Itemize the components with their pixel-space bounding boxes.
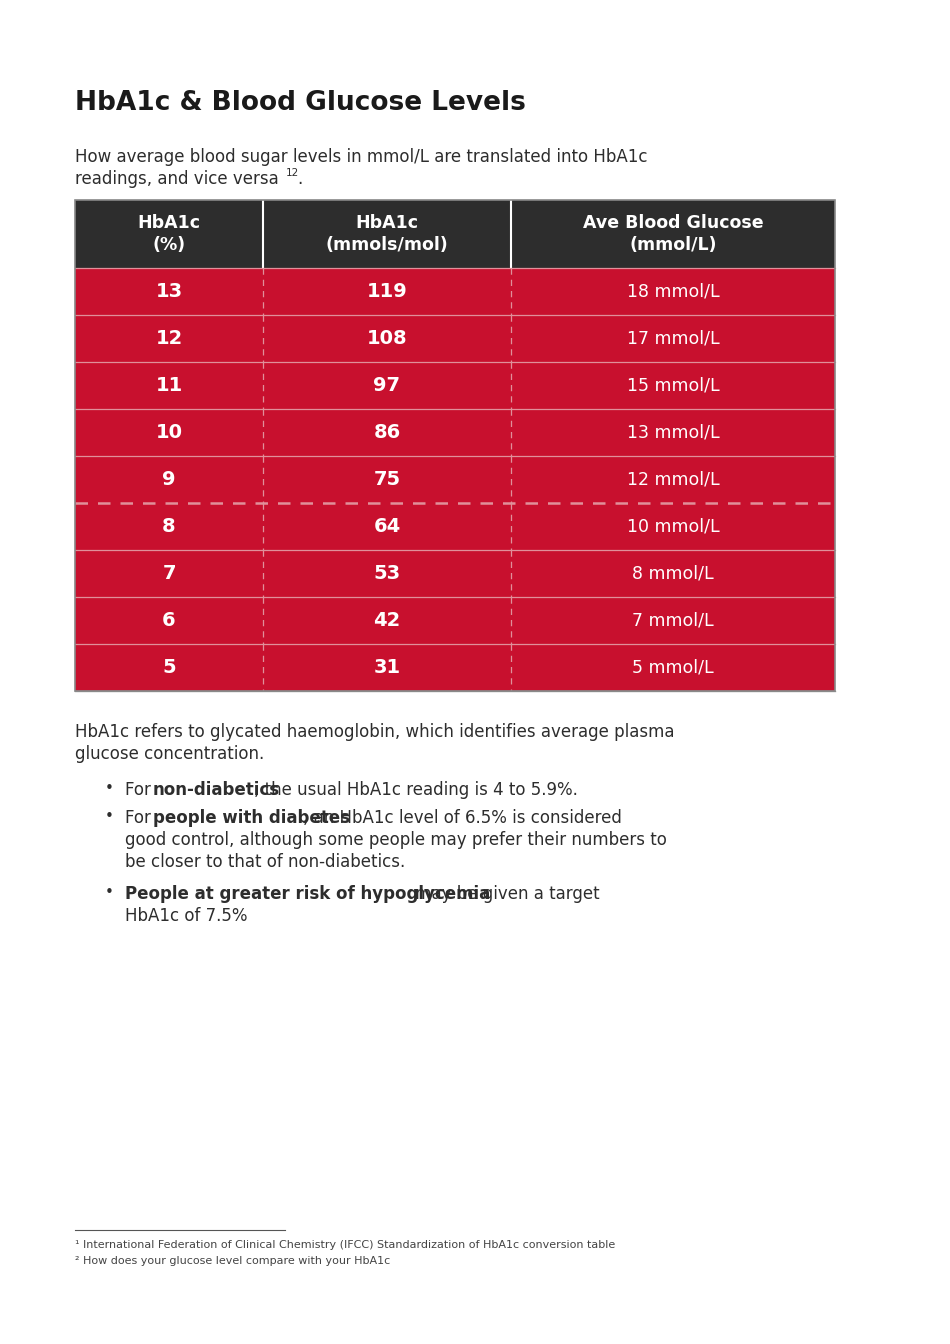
Text: HbA1c refers to glycated haemoglobin, which identifies average plasma: HbA1c refers to glycated haemoglobin, wh… xyxy=(75,723,674,741)
Text: , the usual HbA1c reading is 4 to 5.9%.: , the usual HbA1c reading is 4 to 5.9%. xyxy=(254,781,578,798)
Text: 108: 108 xyxy=(367,329,408,348)
Bar xyxy=(75,409,835,456)
Text: People at greater risk of hypoglycemia: People at greater risk of hypoglycemia xyxy=(125,884,490,903)
Text: 10 mmol/L: 10 mmol/L xyxy=(627,517,719,535)
Text: For: For xyxy=(125,781,156,798)
Text: glucose concentration.: glucose concentration. xyxy=(75,745,264,763)
Text: •: • xyxy=(105,781,114,796)
Text: (%): (%) xyxy=(152,237,185,254)
Text: 10: 10 xyxy=(156,423,182,442)
Bar xyxy=(75,597,835,644)
Text: 8 mmol/L: 8 mmol/L xyxy=(632,564,713,582)
Text: 97: 97 xyxy=(373,376,401,395)
Text: 18 mmol/L: 18 mmol/L xyxy=(627,282,719,301)
Text: non-diabetics: non-diabetics xyxy=(153,781,280,798)
Bar xyxy=(75,200,835,691)
Bar xyxy=(75,267,835,314)
Text: may be given a target: may be given a target xyxy=(410,884,599,903)
Text: 7 mmol/L: 7 mmol/L xyxy=(632,612,713,629)
Text: 7: 7 xyxy=(162,564,176,583)
Bar xyxy=(75,456,835,503)
Text: 13: 13 xyxy=(156,282,182,301)
Text: good control, although some people may prefer their numbers to: good control, although some people may p… xyxy=(125,831,667,849)
Text: 119: 119 xyxy=(367,282,408,301)
Text: , an HbA1c level of 6.5% is considered: , an HbA1c level of 6.5% is considered xyxy=(303,809,622,827)
Text: HbA1c of 7.5%: HbA1c of 7.5% xyxy=(125,907,248,925)
Text: How average blood sugar levels in mmol/L are translated into HbA1c: How average blood sugar levels in mmol/L… xyxy=(75,148,648,167)
Text: HbA1c: HbA1c xyxy=(138,214,200,233)
Text: 11: 11 xyxy=(156,376,182,395)
Text: 6: 6 xyxy=(162,612,176,630)
Bar xyxy=(75,503,835,550)
Text: 42: 42 xyxy=(373,612,401,630)
Text: ² How does your glucose level compare with your HbA1c: ² How does your glucose level compare wi… xyxy=(75,1257,390,1266)
Text: •: • xyxy=(105,884,114,900)
Text: 86: 86 xyxy=(373,423,401,442)
Bar xyxy=(75,644,835,691)
Text: Ave Blood Glucose: Ave Blood Glucose xyxy=(582,214,763,233)
Text: .: . xyxy=(297,169,302,188)
Text: readings, and vice versa: readings, and vice versa xyxy=(75,169,278,188)
Bar xyxy=(75,550,835,597)
Text: 12: 12 xyxy=(156,329,182,348)
Text: 12 mmol/L: 12 mmol/L xyxy=(627,470,719,488)
Text: 5 mmol/L: 5 mmol/L xyxy=(632,659,713,676)
Text: 13 mmol/L: 13 mmol/L xyxy=(627,423,719,441)
Text: For: For xyxy=(125,809,156,827)
Text: 9: 9 xyxy=(162,470,176,489)
Text: 12: 12 xyxy=(286,168,299,177)
Text: 64: 64 xyxy=(373,517,401,536)
Text: 75: 75 xyxy=(373,470,401,489)
Bar xyxy=(75,200,835,267)
Text: 53: 53 xyxy=(373,564,401,583)
Bar xyxy=(75,362,835,409)
Text: (mmols/mol): (mmols/mol) xyxy=(326,237,448,254)
Text: 5: 5 xyxy=(162,659,176,677)
Text: 15 mmol/L: 15 mmol/L xyxy=(627,376,719,395)
Text: ¹ International Federation of Clinical Chemistry (IFCC) Standardization of HbA1c: ¹ International Federation of Clinical C… xyxy=(75,1241,616,1250)
Text: •: • xyxy=(105,809,114,824)
Text: HbA1c: HbA1c xyxy=(355,214,419,233)
Text: (mmol/L): (mmol/L) xyxy=(629,237,716,254)
Text: 17 mmol/L: 17 mmol/L xyxy=(627,329,719,348)
Text: HbA1c & Blood Glucose Levels: HbA1c & Blood Glucose Levels xyxy=(75,90,526,116)
Text: 8: 8 xyxy=(162,517,176,536)
Bar xyxy=(75,314,835,362)
Text: people with diabetes: people with diabetes xyxy=(153,809,350,827)
Text: 31: 31 xyxy=(373,659,401,677)
Text: be closer to that of non-diabetics.: be closer to that of non-diabetics. xyxy=(125,853,406,871)
